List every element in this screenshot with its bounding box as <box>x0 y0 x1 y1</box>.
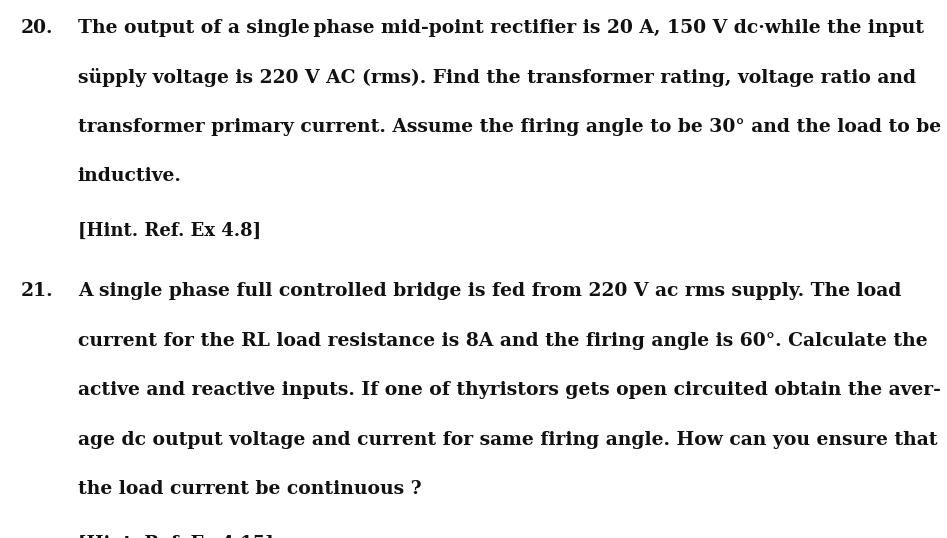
Text: current for the RL load resistance is 8A and the firing angle is 60°. Calculate : current for the RL load resistance is 8A… <box>78 332 927 350</box>
Text: A single phase full controlled bridge is fed from 220 V ac rms supply. The load: A single phase full controlled bridge is… <box>78 282 901 300</box>
Text: transformer primary current. Assume the firing angle to be 30° and the load to b: transformer primary current. Assume the … <box>78 118 940 136</box>
Text: [Hint. Ref. Ex 4.15]: [Hint. Ref. Ex 4.15] <box>78 535 274 538</box>
Text: [Hint. Ref. Ex 4.8]: [Hint. Ref. Ex 4.8] <box>78 222 260 240</box>
Text: age dc output voltage and current for same firing angle. How can you ensure that: age dc output voltage and current for sa… <box>78 431 938 449</box>
Text: The output of a single phase mid-point rectifier is 20 A, 150 V dc·while the inp: The output of a single phase mid-point r… <box>78 19 923 37</box>
Text: 20.: 20. <box>21 19 53 37</box>
Text: süpply voltage is 220 V AC (rms). Find the transformer rating, voltage ratio and: süpply voltage is 220 V AC (rms). Find t… <box>78 68 916 87</box>
Text: the load current be continuous ?: the load current be continuous ? <box>78 480 421 498</box>
Text: active and reactive inputs. If one of thyristors gets open circuited obtain the : active and reactive inputs. If one of th… <box>78 381 940 399</box>
Text: 21.: 21. <box>21 282 53 300</box>
Text: inductive.: inductive. <box>78 167 182 185</box>
